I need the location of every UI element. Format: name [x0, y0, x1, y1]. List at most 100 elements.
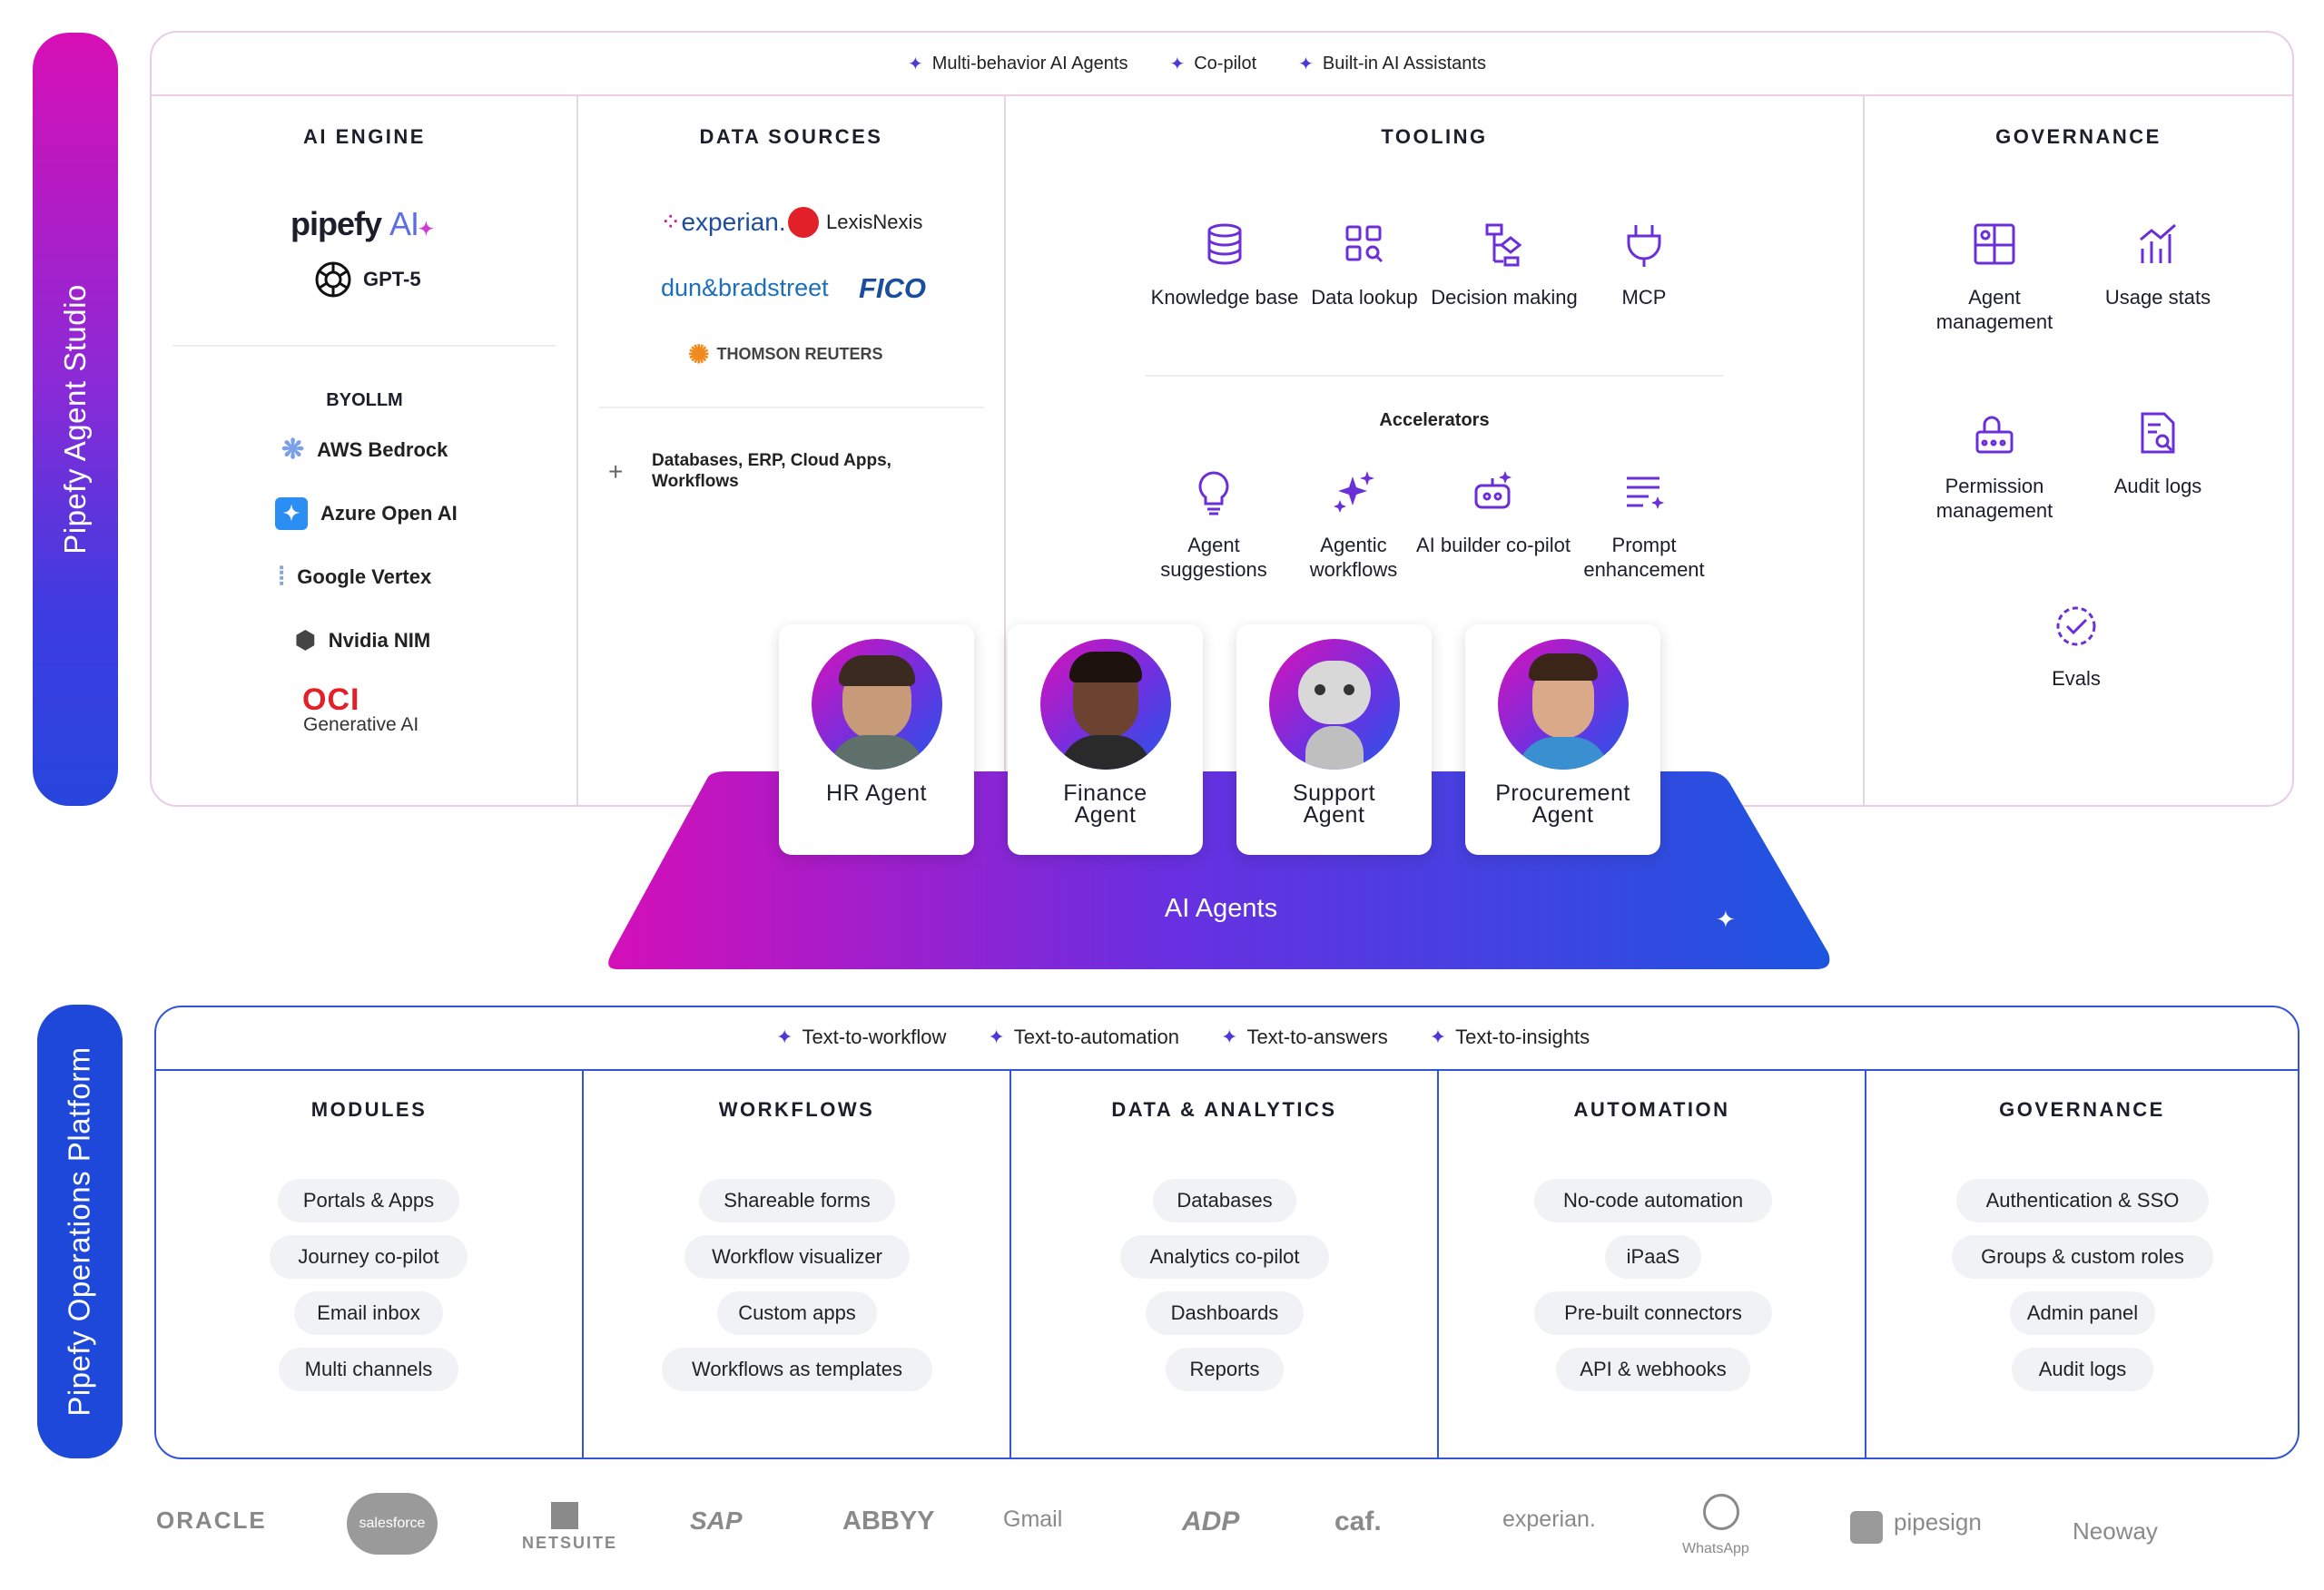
automation-pill[interactable]: API & webhooks [1556, 1348, 1750, 1391]
salesforce-logo: salesforce [347, 1493, 438, 1555]
sparkle-icon: ✦ [1298, 54, 1314, 74]
platform-governance-title: GOVERNANCE [1999, 1098, 2165, 1121]
provider-nvidia: ⬢ Nvidia NIM [295, 626, 431, 653]
studio-tag: ✦ Built-in AI Assistants [1298, 54, 1486, 74]
support-agent-avatar [1268, 639, 1400, 770]
operations-platform-panel [154, 1006, 2299, 1459]
module-pill[interactable]: Portals & Apps [278, 1179, 459, 1222]
platform-tag: ✦ Text-to-automation [988, 1026, 1179, 1048]
openai-icon [315, 261, 351, 298]
studio-tags: ✦ Multi-behavior AI Agents ✦ Co-pilot ✦ Bui… [908, 53, 1486, 75]
caf-logo: caf. [1334, 1507, 1382, 1536]
workflow-pill[interactable]: Custom apps [717, 1291, 877, 1335]
governance-pill[interactable]: Authentication & SSO [1956, 1179, 2209, 1222]
experian-logo-integration: experian. [1502, 1507, 1596, 1532]
procurement-agent-label: Procurement Agent [1495, 780, 1630, 828]
workflow-pill[interactable]: Workflows as templates [662, 1348, 932, 1391]
lightbulb-icon [1198, 471, 1229, 515]
module-pill[interactable]: Multi channels [279, 1348, 458, 1391]
robot-icon [1474, 471, 1512, 509]
provider-google: ⦙ Google Vertex [279, 562, 432, 590]
pipesign-logo: pipesign [1894, 1508, 1982, 1536]
agent-card-hr[interactable]: HR Agent [779, 624, 974, 855]
more-data-sources: Databases, ERP, Cloud Apps, Workflows [652, 451, 891, 491]
divider [1009, 1071, 1011, 1458]
agent-studio-side-label: Pipefy Agent Studio [33, 33, 118, 806]
azure-icon: ✦ [275, 497, 308, 530]
neoway-logo: Neoway [2073, 1517, 2158, 1545]
database-icon [1207, 223, 1242, 265]
gov-evals: Evals [1999, 603, 2153, 691]
bar-chart-icon [2140, 223, 2176, 263]
tool-data-lookup: Data lookup [1287, 221, 1442, 309]
plus-icon: + [608, 457, 624, 486]
modules-title: MODULES [310, 1098, 428, 1121]
workflow-pill[interactable]: Workflow visualizer [684, 1235, 910, 1279]
agent-card-finance[interactable]: Finance Agent [1008, 624, 1203, 855]
finance-agent-avatar [1039, 639, 1171, 770]
workflows-title: WORKFLOWS [718, 1098, 875, 1121]
lock-icon [1975, 416, 2014, 454]
adp-logo: ADP [1182, 1507, 1240, 1536]
accelerator-ai-builder-copilot: AI builder co-pilot [1416, 469, 1571, 557]
agent-card-support[interactable]: Support Agent [1236, 624, 1432, 855]
module-pill[interactable]: Email inbox [294, 1291, 443, 1335]
studio-governance-title: GOVERNANCE [1995, 125, 2162, 148]
accelerator-prompt-enhancement: Prompt enhancement [1567, 469, 1721, 582]
platform-tags: ✦ Text-to-workflow ✦ Text-to-automation ✦ T… [776, 1026, 1590, 1049]
procurement-agent-avatar [1497, 639, 1629, 770]
abbyy-logo: ABBYY [842, 1507, 935, 1536]
governance-pill[interactable]: Groups & custom roles [1952, 1235, 2213, 1279]
divider [582, 1071, 584, 1458]
oci-logo: OCI [302, 682, 360, 717]
divider [1863, 96, 1865, 805]
oracle-logo: ORACLE [156, 1507, 267, 1534]
gov-audit-logs: Audit logs [2081, 410, 2235, 498]
divider [156, 1069, 2298, 1071]
experian-logo: ⁘experian. [660, 208, 786, 236]
data-analytics-pill[interactable]: Reports [1166, 1348, 1284, 1391]
agent-card-procurement[interactable]: Procurement Agent [1465, 624, 1660, 855]
data-analytics-pill[interactable]: Databases [1153, 1179, 1296, 1222]
accelerator-agent-suggestions: Agent suggestions [1137, 469, 1291, 582]
pipesign-icon [1850, 1511, 1883, 1544]
lexisnexis-icon [788, 207, 819, 238]
platform-tag: ✦ Text-to-answers [1221, 1026, 1388, 1048]
flowchart-icon [1485, 223, 1522, 267]
studio-tag: ✦ Multi-behavior AI Agents [908, 54, 1128, 74]
aws-bedrock-icon: ❋ [281, 435, 305, 465]
automation-pill[interactable]: Pre-built connectors [1534, 1291, 1772, 1335]
automation-pill[interactable]: No-code automation [1534, 1179, 1772, 1222]
sparkle-icon: ✦ [908, 54, 923, 74]
gmail-logo: Gmail [1003, 1507, 1063, 1532]
sparkle-icon: ✦ [988, 1026, 1005, 1048]
governance-pill[interactable]: Admin panel [2010, 1291, 2155, 1335]
automation-title: AUTOMATION [1573, 1098, 1730, 1121]
netsuite-icon [551, 1502, 578, 1529]
accelerators-title: Accelerators [1379, 410, 1490, 430]
finance-agent-label: Finance Agent [1063, 780, 1147, 828]
ai-agents-label: AI Agents [1164, 894, 1278, 923]
divider [172, 345, 556, 347]
thomson-reuters-logo: ✺ THOMSON REUTERS [688, 340, 883, 368]
divider [1437, 1071, 1439, 1458]
sparkle-icon: ✦ [1429, 1026, 1447, 1048]
workflow-pill[interactable]: Shareable forms [699, 1179, 895, 1222]
agent-management-icon [1974, 223, 2015, 265]
sparkle-icon: ✦ [1716, 906, 1736, 933]
check-circle-icon [2056, 606, 2096, 646]
whatsapp-logo: WhatsApp [1682, 1541, 1749, 1556]
sparkle-icon: ✦ [1169, 54, 1186, 74]
governance-pill[interactable]: Audit logs [2012, 1348, 2153, 1391]
tool-knowledge-base: Knowledge base [1147, 221, 1302, 309]
grid-search-icon [1345, 225, 1384, 263]
data-analytics-pill[interactable]: Analytics co-pilot [1120, 1235, 1329, 1279]
gov-permission-management: Permission management [1917, 410, 2072, 523]
divider [599, 407, 984, 408]
whatsapp-icon [1703, 1494, 1739, 1530]
data-analytics-pill[interactable]: Dashboards [1146, 1291, 1304, 1335]
sparkle-icon: ✦ [776, 1026, 793, 1048]
automation-pill[interactable]: iPaaS [1605, 1235, 1701, 1279]
module-pill[interactable]: Journey co-pilot [270, 1235, 468, 1279]
document-search-icon [2141, 412, 2175, 454]
